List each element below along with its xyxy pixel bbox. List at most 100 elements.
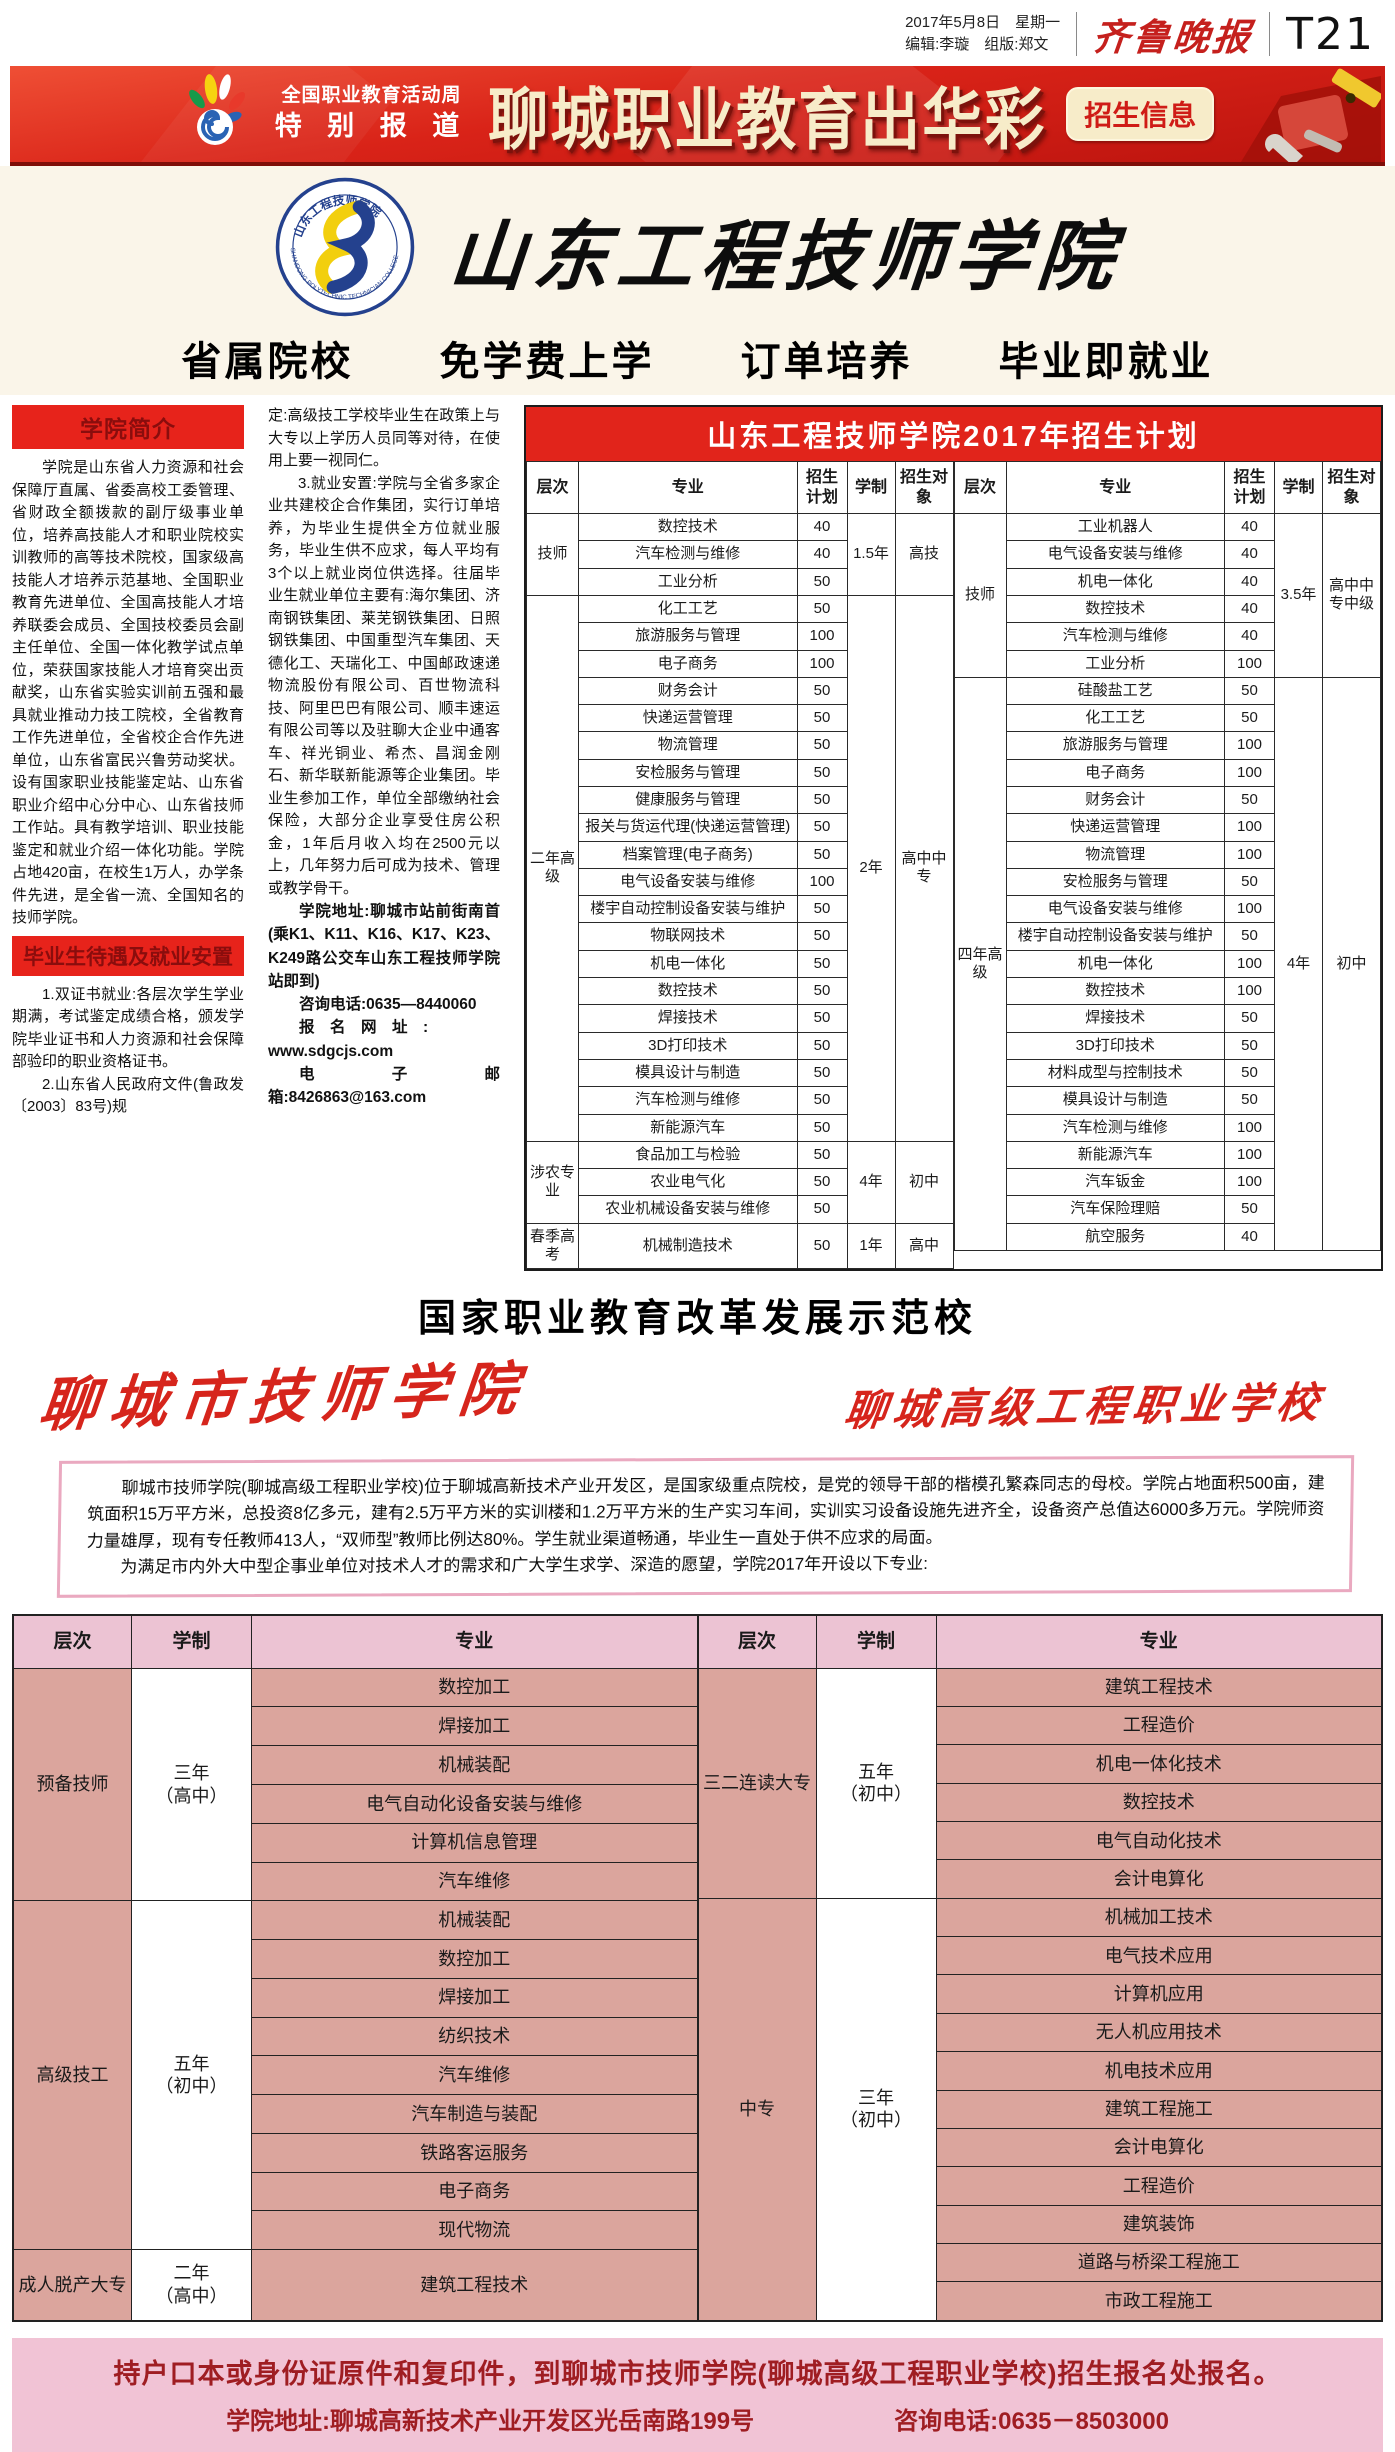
plan-row: 汽车钣金 100 (954, 1168, 1381, 1197)
plan-count-cell: 50 (1224, 1004, 1275, 1033)
majors-table-left: 层次 学制 专业 预备技师 三年 （高中） 数控加工 焊接加工 机械装配 电气自动化设备安装与维… (13, 1614, 698, 2321)
majors-header-cell: 专业 (251, 1614, 698, 1669)
plan-row: 报关与货运代理(快递运营管理) 50 (527, 813, 954, 842)
plan-major-cell: 机电一体化 (578, 949, 798, 979)
plan-header-cell: 专业 (578, 460, 798, 515)
section-header-intro: 学院简介 (12, 405, 244, 449)
plan-major-cell: 硅酸盐工艺 (1005, 676, 1225, 706)
plan-count-cell: 40 (1224, 1222, 1275, 1252)
enrollment-plan-table: 山东工程技师学院2017年招生计划 层次 专业 招生计划 学制 招生对象 技师 数控技术 40… (524, 405, 1383, 1272)
plan-major-cell: 模具设计与制造 (578, 1058, 798, 1088)
activity-week-logo-icon (181, 73, 255, 156)
plan-target-cell: 初中 (894, 1140, 954, 1224)
plan-count-cell: 50 (796, 676, 848, 706)
plan-count-cell: 50 (796, 895, 848, 924)
employment-column: 定:高级技工学校毕业生在政策上与大专以上学历人员同等对待，在使用上要一视同仁。 … (268, 405, 500, 1271)
plan-count-cell: 50 (796, 731, 848, 760)
plan-count-cell: 40 (796, 540, 848, 569)
plan-header-cell: 专业 (1005, 460, 1225, 515)
majors-row: 机械装配 (14, 1745, 698, 1786)
plan-major-cell: 电子商务 (1005, 758, 1225, 788)
majors-row: 机电一体化技术 (698, 1744, 1382, 1784)
college1-slogan: 省属院校 免学费上学 订单培养 毕业即就业 (181, 340, 1214, 384)
plan-count-cell: 50 (1224, 704, 1275, 733)
majors-major-cell: 道路与桥梁工程施工 (935, 2242, 1382, 2283)
majors-row: 会计电算化 (698, 2127, 1382, 2168)
plan-row: 汽车检测与维修 50 (527, 1086, 954, 1115)
plan-major-cell: 财务会计 (1005, 785, 1225, 815)
plan-row: 电子商务 100 (527, 649, 954, 678)
majors-years-cell: 二年 （高中） (131, 2249, 252, 2321)
tools-graphic-icon (1211, 66, 1383, 162)
plan-row: 快递运营管理 100 (954, 813, 1381, 842)
plan-years-cell: 1年 (846, 1222, 896, 1270)
plan-major-cell: 机械制造技术 (578, 1222, 798, 1270)
plan-years-cell: 4年 (846, 1140, 896, 1224)
treatment-item-2b: 定:高级技工学校毕业生在政策上与大专以上学历人员同等对待，在使用上要一视同仁。 (268, 407, 500, 469)
majors-row: 高级技工 五年 （初中） 机械装配 (13, 1900, 698, 2251)
plan-row: 3D打印技术 50 (954, 1031, 1381, 1060)
plan-count-cell: 50 (1224, 676, 1275, 706)
plan-years-cell: 4年 (1274, 676, 1323, 1252)
masthead-date: 2017年5月8日 星期一 (905, 14, 1061, 32)
plan-major-cell: 物流管理 (578, 731, 798, 760)
contact-web-url[interactable]: www.sdgcjs.com (268, 1042, 394, 1060)
plan-table-left: 层次 专业 招生计划 学制 招生对象 技师 数控技术 40 1.5年 高技 汽车检测与维修 40 工业分… (526, 460, 954, 1270)
majors-half-table: 层次 学制 专业 预备技师 三年 （高中） 数控加工 焊接加工 机械装配 电气自动化设备安装与维… (13, 1614, 698, 2321)
majors-major-cell: 计算机信息管理 (251, 1822, 698, 1863)
plan-header-cell: 招生计划 (1224, 460, 1275, 515)
majors-major-cell: 现代物流 (251, 2210, 698, 2251)
plan-row: 汽车检测与维修 40 (527, 540, 954, 569)
majors-row: 焊接加工 (14, 1706, 698, 1747)
majors-major-cell: 电气自动化设备安装与维修 (251, 1784, 698, 1824)
plan-row: 档案管理(电子商务) 50 (527, 840, 954, 869)
plan-major-cell: 安检服务与管理 (1005, 867, 1225, 897)
plan-major-cell: 电气设备安装与维修 (1005, 540, 1225, 569)
plan-count-cell: 50 (796, 1195, 848, 1224)
plan-level-cell: 技师 (526, 513, 579, 596)
majors-row: 汽车维修 (14, 2055, 698, 2096)
contact-address: 学院地址:聊城市站前街南首(乘K1、K11、K16、K17、K23、K249路公… (268, 903, 500, 990)
plan-row: 机电一体化 40 (954, 567, 1381, 596)
majors-row: 电气自动化技术 (698, 1821, 1382, 1861)
majors-header-row: 层次 学制 专业 (13, 1614, 698, 1669)
plan-target-cell: 高中 (894, 1222, 954, 1270)
majors-major-cell: 数控加工 (251, 1667, 698, 1708)
plan-header-cell: 学制 (1274, 460, 1323, 515)
page-number: T21 (1286, 8, 1375, 60)
plan-row: 汽车保险理赔 50 (954, 1195, 1381, 1224)
plan-row: 春季高考 机械制造技术 50 1年 高中 (526, 1222, 954, 1270)
plan-major-cell: 材料成型与控制技术 (1005, 1058, 1225, 1088)
treatment-item-1: 1.双证书就业:各层次学生学业期满，考试鉴定成绩合格，颁发学院毕业证书和人力资源… (12, 985, 244, 1071)
banner-event-label: 全国职业教育活动周 特 别 报 道 (275, 84, 469, 144)
majors-row: 数控技术 (698, 1782, 1382, 1823)
plan-major-cell: 物联网技术 (578, 922, 798, 951)
plan-major-cell: 汽车检测与维修 (578, 1086, 798, 1115)
plan-count-cell: 50 (796, 922, 848, 951)
plan-target-cell: 高中中专中级 (1322, 513, 1381, 678)
plan-table-title: 山东工程技师学院2017年招生计划 (526, 407, 1381, 461)
masthead-editor: 编辑:李璇 组版:郑文 (905, 36, 1049, 53)
plan-major-cell: 3D打印技术 (578, 1031, 798, 1060)
plan-row: 农业机械设备安装与维修 50 (527, 1195, 954, 1224)
plan-row: 健康服务与管理 50 (527, 785, 954, 815)
college1-name: 山东工程技师学院 (445, 211, 1125, 301)
majors-major-cell: 市政工程施工 (935, 2281, 1382, 2321)
plan-major-cell: 汽车检测与维修 (1005, 1113, 1225, 1142)
plan-major-cell: 焊接技术 (1005, 1004, 1225, 1033)
plan-header-cell: 学制 (846, 460, 896, 515)
plan-major-cell: 数控技术 (1005, 594, 1225, 624)
plan-count-cell: 50 (1224, 1195, 1275, 1224)
plan-row: 技师 数控技术 40 1.5年 高技 (526, 513, 954, 596)
plan-major-cell: 电气设备安装与维修 (1005, 895, 1225, 924)
majors-row: 电气技术应用 (698, 1936, 1382, 1976)
plan-row: 数控技术 50 (527, 977, 954, 1006)
majors-level-cell: 高级技工 (13, 1900, 132, 2251)
majors-major-cell: 建筑装饰 (935, 2204, 1382, 2244)
majors-row: 成人脱产大专 二年 （高中） 建筑工程技术 (13, 2249, 698, 2321)
treatment-item-3: 3.就业安置:学院与全省多家企业共建校企合作集团，实行订单培养，为毕业生提供全方… (268, 474, 500, 897)
majors-major-cell: 焊接加工 (251, 1706, 698, 1747)
majors-row: 建筑工程施工 (698, 2089, 1382, 2129)
plan-count-cell: 50 (796, 977, 848, 1006)
majors-row: 机电技术应用 (698, 2051, 1382, 2091)
